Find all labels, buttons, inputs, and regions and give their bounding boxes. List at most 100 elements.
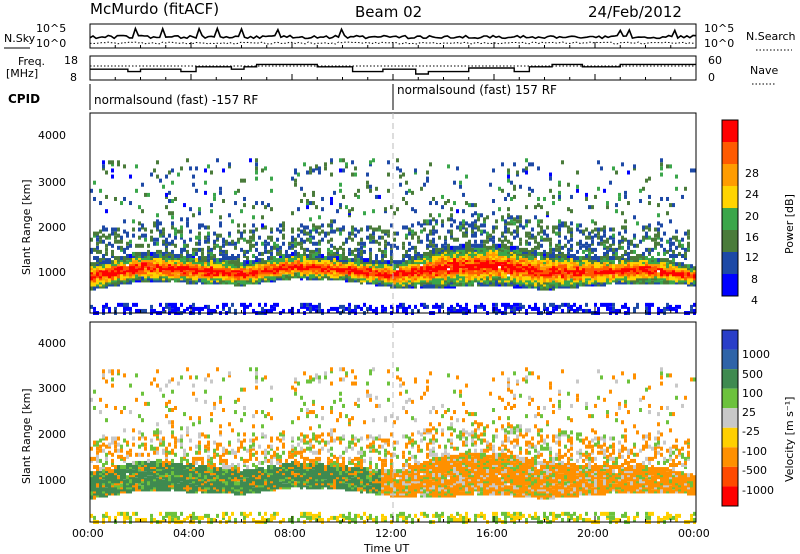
power-cell — [609, 258, 612, 263]
velocity-cell — [144, 485, 147, 490]
power-cell — [672, 260, 675, 265]
velocity-cell — [105, 489, 108, 494]
power-cell — [153, 237, 156, 242]
power-cell — [288, 272, 291, 277]
power-cell — [591, 241, 594, 246]
velocity-cell — [153, 517, 156, 522]
power-cell — [453, 284, 456, 289]
power-cell — [543, 249, 546, 254]
power-cell — [435, 282, 438, 287]
power-cell — [627, 241, 630, 246]
power-cell — [525, 253, 528, 258]
power-cell — [180, 249, 183, 254]
power-cell — [132, 256, 135, 261]
power-cell — [423, 262, 426, 267]
power-cell — [111, 280, 114, 285]
power-cell — [534, 260, 537, 265]
power-cell — [633, 215, 636, 220]
power-cell — [669, 203, 672, 208]
power-cell — [687, 245, 690, 250]
velocity-cell — [186, 432, 189, 437]
velocity-cell — [108, 485, 111, 490]
power-cell — [636, 268, 639, 273]
power-cell — [546, 253, 549, 258]
power-cell — [345, 306, 348, 311]
power-cell — [123, 272, 126, 277]
power-cell — [399, 302, 402, 307]
power-cell — [645, 264, 648, 269]
power-cell — [669, 280, 672, 285]
power-cell — [375, 278, 378, 283]
power-cell — [114, 268, 117, 273]
power-cell — [384, 266, 387, 271]
velocity-cell — [123, 479, 126, 484]
power-cell — [510, 282, 513, 287]
power-cell — [558, 268, 561, 273]
power-cell — [507, 221, 510, 226]
velocity-cell — [90, 475, 93, 480]
power-cell — [636, 270, 639, 275]
power-cell — [609, 302, 612, 307]
power-cell — [198, 211, 201, 216]
power-cell — [246, 272, 249, 277]
power-cell — [492, 302, 495, 307]
power-cell — [573, 272, 576, 277]
power-cell — [267, 278, 270, 283]
power-cell — [513, 278, 516, 283]
power-cell — [480, 304, 483, 309]
power-cell — [237, 262, 240, 267]
power-cell — [444, 268, 447, 273]
power-cell — [207, 304, 210, 309]
power-cell — [471, 266, 474, 271]
power-cell — [189, 274, 192, 279]
power-cell — [612, 276, 615, 281]
power-cell — [534, 239, 537, 244]
power-cell — [513, 245, 516, 250]
power-cell — [309, 201, 312, 206]
power-cell — [633, 264, 636, 269]
power-cell — [168, 266, 171, 271]
power-cell — [582, 262, 585, 267]
velocity-cell — [180, 481, 183, 486]
power-cell — [501, 268, 504, 273]
power-cell — [171, 272, 174, 277]
power-cell — [288, 241, 291, 246]
power-cell — [447, 253, 450, 258]
power-cell — [270, 272, 273, 277]
power-cell — [405, 253, 408, 258]
power-cell — [339, 262, 342, 267]
power-cell — [447, 284, 450, 289]
power-cell — [201, 262, 204, 267]
power-cell — [108, 282, 111, 287]
power-cell — [558, 272, 561, 277]
power-cell — [537, 280, 540, 285]
power-cell — [303, 302, 306, 307]
power-cell — [498, 262, 501, 267]
power-cell — [465, 174, 468, 179]
power-cell — [465, 260, 468, 265]
power-cell — [429, 276, 432, 281]
power-cell — [639, 256, 642, 261]
power-cell — [249, 262, 252, 267]
velocity-cell — [183, 452, 186, 457]
power-cell — [558, 247, 561, 252]
power-cell — [549, 260, 552, 265]
power-cell — [291, 176, 294, 181]
power-cell — [510, 278, 513, 283]
power-cell — [444, 247, 447, 252]
power-cell — [183, 262, 186, 267]
power-cell — [297, 241, 300, 246]
velocity-cell — [186, 475, 189, 480]
power-cell — [396, 264, 399, 269]
power-cell — [180, 258, 183, 263]
power-cell — [660, 196, 663, 201]
power-cell — [645, 274, 648, 279]
power-cell — [516, 219, 519, 224]
power-cell — [393, 270, 396, 275]
power-cell — [297, 251, 300, 256]
power-cell — [369, 162, 372, 167]
power-cell — [273, 270, 276, 275]
power-cell — [552, 266, 555, 271]
power-cell — [654, 237, 657, 242]
power-cell — [459, 258, 462, 263]
